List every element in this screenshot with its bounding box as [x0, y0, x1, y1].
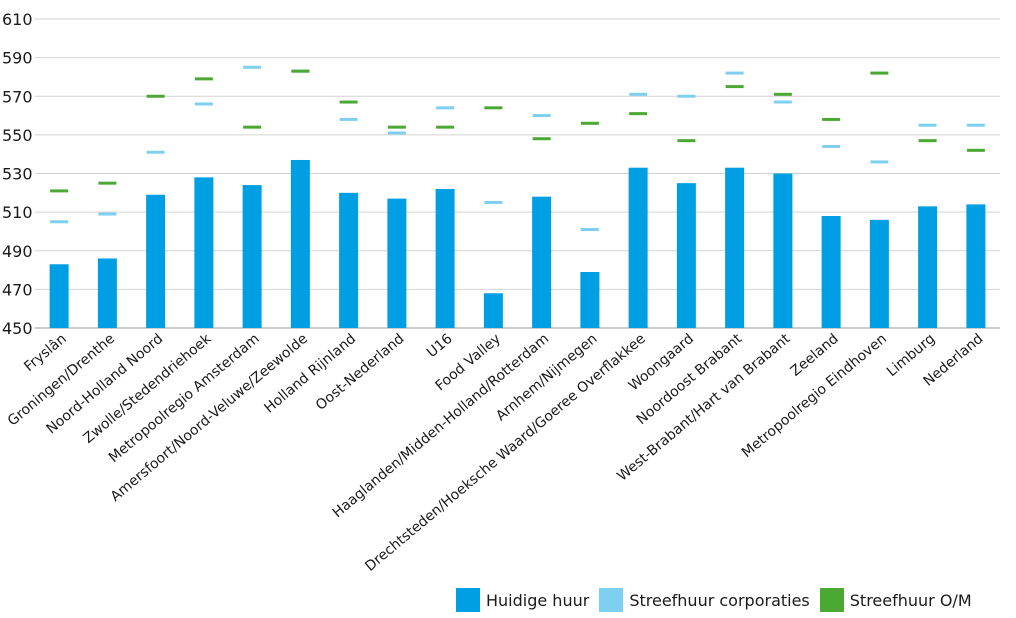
marker-streefhuur-corporaties	[773, 100, 792, 104]
marker-streefhuur-om	[629, 112, 648, 116]
bar-huidige-huur	[532, 196, 552, 328]
marker-streefhuur-om	[870, 71, 889, 75]
bars-huidige-huur	[49, 159, 986, 328]
marker-streefhuur-corporaties	[98, 212, 117, 216]
y-tick-label: 590	[2, 49, 33, 68]
bar-huidige-huur	[483, 293, 503, 328]
x-tick-label: West-Brabant/Hart van Brabant	[614, 330, 793, 484]
bar-huidige-huur	[676, 183, 696, 328]
x-tick-label: Oost-Nederland	[313, 331, 408, 414]
marker-streefhuur-corporaties	[194, 102, 213, 106]
marker-streefhuur-om	[580, 121, 599, 125]
bar-huidige-huur	[628, 167, 648, 328]
legend-swatch-huidige-huur	[456, 588, 480, 612]
bar-huidige-huur	[242, 185, 262, 328]
marker-streefhuur-om	[98, 181, 117, 185]
marker-streefhuur-corporaties	[50, 220, 69, 224]
legend-item-streefhuur-corporaties: Streefhuur corporaties	[599, 588, 810, 612]
marker-streefhuur-om	[725, 85, 744, 89]
bar-huidige-huur	[725, 167, 745, 328]
marker-streefhuur-corporaties	[966, 123, 985, 127]
target-rent-markers	[50, 65, 985, 232]
legend: Huidige huur Streefhuur corporaties Stre…	[456, 588, 982, 612]
marker-streefhuur-om	[194, 77, 213, 81]
marker-streefhuur-om	[484, 106, 503, 110]
marker-streefhuur-corporaties	[532, 114, 551, 118]
y-tick-label: 610	[2, 10, 33, 29]
bar-huidige-huur	[773, 173, 793, 328]
marker-streefhuur-corporaties	[339, 117, 358, 121]
marker-streefhuur-om	[291, 69, 310, 73]
marker-streefhuur-om	[966, 148, 985, 152]
y-tick-label: 530	[2, 165, 33, 184]
marker-streefhuur-corporaties	[677, 94, 696, 98]
marker-streefhuur-corporaties	[436, 106, 455, 110]
marker-streefhuur-corporaties	[387, 131, 406, 135]
marker-streefhuur-corporaties	[725, 71, 744, 75]
bar-huidige-huur	[966, 204, 986, 328]
bar-huidige-huur	[387, 198, 407, 328]
y-tick-label: 570	[2, 87, 33, 106]
marker-streefhuur-corporaties	[580, 228, 599, 232]
marker-streefhuur-om	[146, 94, 165, 98]
marker-streefhuur-corporaties	[918, 123, 937, 127]
legend-label-huidige-huur: Huidige huur	[486, 590, 590, 610]
marker-streefhuur-corporaties	[629, 92, 648, 96]
bar-huidige-huur	[580, 271, 600, 328]
bar-huidige-huur	[290, 159, 310, 328]
marker-streefhuur-om	[822, 117, 841, 121]
marker-streefhuur-om	[50, 189, 69, 193]
marker-streefhuur-corporaties	[822, 144, 841, 148]
bar-huidige-huur	[339, 192, 359, 328]
legend-swatch-streefhuur-corporaties	[599, 588, 624, 612]
bar-huidige-huur	[146, 194, 166, 328]
marker-streefhuur-corporaties	[243, 65, 262, 69]
marker-streefhuur-om	[532, 137, 551, 141]
marker-streefhuur-corporaties	[146, 150, 165, 154]
y-tick-label: 450	[2, 319, 33, 338]
marker-streefhuur-corporaties	[484, 200, 503, 204]
y-tick-label: 470	[2, 280, 33, 299]
marker-streefhuur-om	[436, 125, 455, 129]
bar-huidige-huur	[918, 206, 938, 328]
bar-huidige-huur	[194, 177, 214, 328]
marker-streefhuur-om	[387, 125, 406, 129]
marker-streefhuur-corporaties	[870, 160, 889, 164]
y-axis: 450 470 490 510 530 550 570 590 610	[2, 10, 33, 338]
y-tick-label: 550	[2, 126, 33, 145]
y-tick-label: 490	[2, 242, 33, 261]
bar-huidige-huur	[821, 215, 841, 328]
legend-item-streefhuur-om: Streefhuur O/M	[819, 588, 972, 612]
bar-huidige-huur	[869, 219, 889, 328]
marker-streefhuur-om	[773, 92, 792, 96]
marker-streefhuur-om	[243, 125, 262, 129]
bar-huidige-huur	[97, 258, 117, 328]
x-tick-label: Holland Rijnland	[261, 331, 359, 417]
bar-huidige-huur	[435, 188, 455, 328]
legend-item-huidige-huur: Huidige huur	[456, 588, 589, 612]
marker-streefhuur-om	[918, 139, 937, 143]
gridlines	[35, 18, 1000, 329]
x-tick-label: U16	[424, 331, 456, 361]
legend-label-streefhuur-corporaties: Streefhuur corporaties	[629, 590, 810, 610]
bar-huidige-huur	[49, 264, 69, 328]
legend-label-streefhuur-om: Streefhuur O/M	[849, 590, 972, 610]
y-tick-label: 510	[2, 203, 33, 222]
marker-streefhuur-om	[677, 139, 696, 143]
marker-streefhuur-om	[339, 100, 358, 104]
legend-swatch-streefhuur-om	[819, 588, 844, 612]
